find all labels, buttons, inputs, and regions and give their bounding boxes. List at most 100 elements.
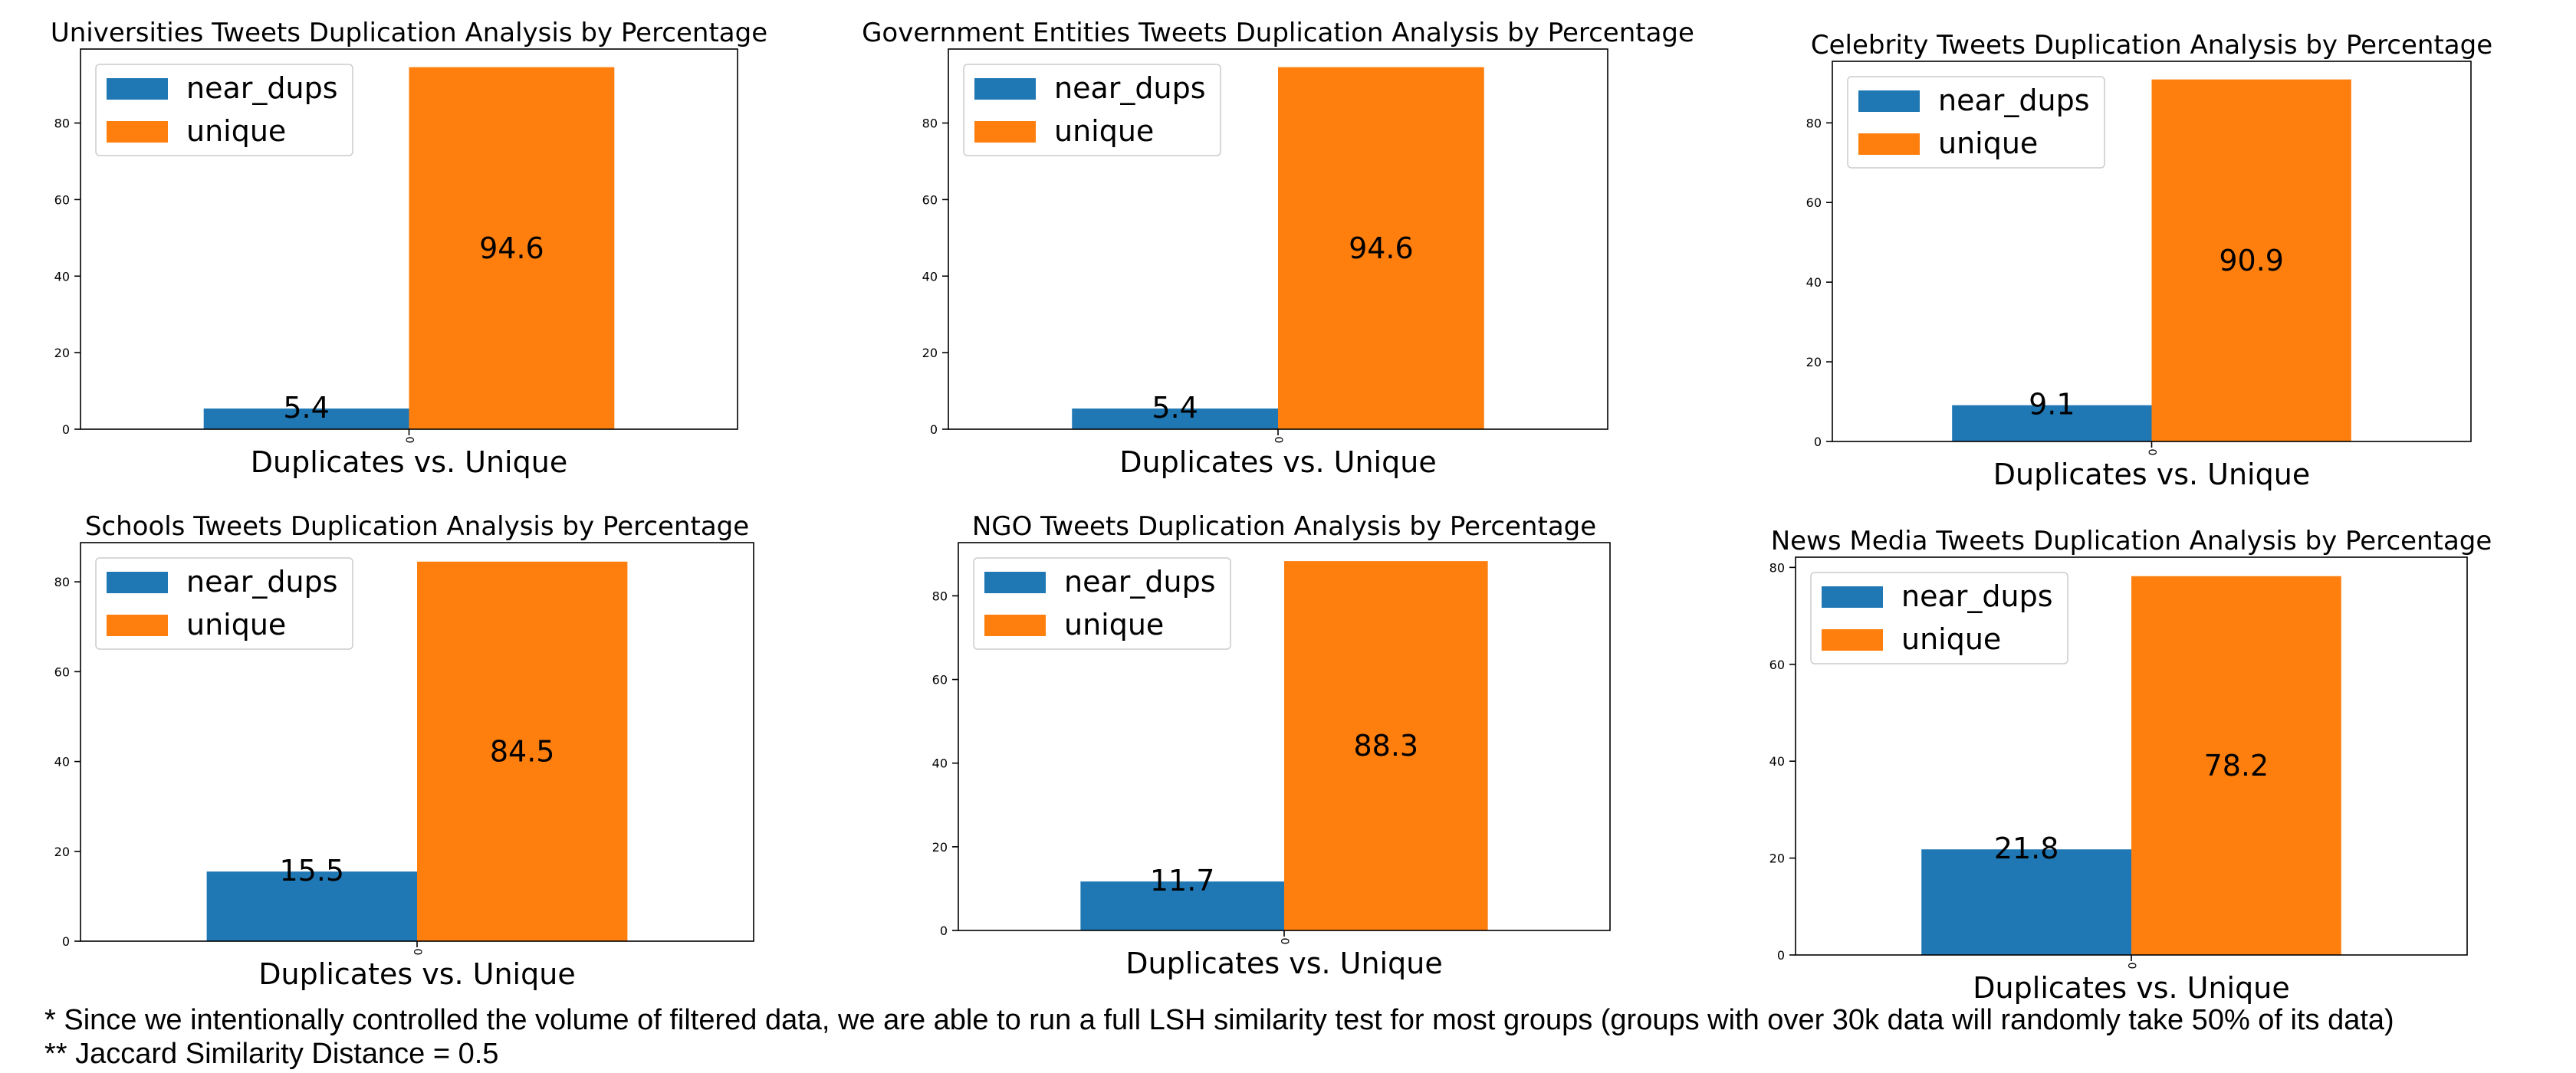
y-tick-label: 0 <box>62 934 70 949</box>
y-tick-label: 60 <box>1769 658 1785 672</box>
chart-panel-4: NGO Tweets Duplication Analysis by Perce… <box>932 511 1611 980</box>
y-tick-label: 20 <box>922 346 938 360</box>
y-tick-label: 60 <box>54 664 70 679</box>
data-label-near_dups: 5.4 <box>283 391 329 425</box>
bar-near_dups <box>1952 405 2152 441</box>
y-tick-label: 0 <box>1777 948 1785 963</box>
y-tick-label: 80 <box>1769 560 1785 575</box>
chart-title: Universities Tweets Duplication Analysis… <box>51 18 767 48</box>
y-tick-label: 0 <box>930 422 938 437</box>
y-tick-label: 60 <box>932 673 948 687</box>
y-tick-label: 20 <box>1806 355 1822 369</box>
x-axis-label: Duplicates vs. Unique <box>1993 458 2310 491</box>
chart-title: News Media Tweets Duplication Analysis b… <box>1771 526 2492 556</box>
legend-swatch-near_dups <box>1822 586 1883 608</box>
y-tick-label: 40 <box>1806 275 1822 290</box>
footnote-lsh: * Since we intentionally controlled the … <box>44 1004 2394 1036</box>
chart-panel-3: Schools Tweets Duplication Analysis by P… <box>54 511 754 991</box>
bar-near_dups <box>206 871 417 941</box>
y-tick-label: 80 <box>54 116 70 131</box>
legend-swatch-near_dups <box>974 78 1036 100</box>
x-tick-label: 0 <box>1272 437 1284 444</box>
chart-panel-1: Government Entities Tweets Duplication A… <box>862 18 1694 479</box>
x-tick-label: 0 <box>2146 449 2158 456</box>
data-label-unique: 88.3 <box>1354 729 1419 763</box>
legend-label-near_dups: near_dups <box>186 565 338 599</box>
x-axis-label: Duplicates vs. Unique <box>258 957 575 991</box>
legend-swatch-unique <box>107 615 168 636</box>
legend-swatch-near_dups <box>984 572 1046 593</box>
data-label-unique: 90.9 <box>2219 244 2284 277</box>
legend-label-near_dups: near_dups <box>1901 579 2053 613</box>
y-tick-label: 20 <box>932 840 948 855</box>
x-tick-label: 0 <box>411 949 423 956</box>
legend-label-unique: unique <box>186 608 286 642</box>
y-tick-label: 40 <box>54 755 70 769</box>
y-tick-label: 40 <box>1769 754 1785 769</box>
bar-near_dups <box>1072 409 1278 429</box>
legend-label-unique: unique <box>1938 126 2038 160</box>
bar-unique <box>409 67 615 429</box>
data-label-unique: 94.6 <box>479 231 544 265</box>
chart-title: Schools Tweets Duplication Analysis by P… <box>85 511 749 542</box>
legend-label-near_dups: near_dups <box>1938 84 2090 117</box>
y-tick-label: 80 <box>54 575 70 589</box>
bar-unique <box>1278 67 1484 429</box>
chart-panel-0: Universities Tweets Duplication Analysis… <box>51 18 767 479</box>
y-tick-label: 60 <box>54 192 70 207</box>
x-tick-label: 0 <box>403 437 416 444</box>
legend-label-unique: unique <box>1901 622 2001 656</box>
x-axis-label: Duplicates vs. Unique <box>1119 445 1436 479</box>
bar-near_dups <box>203 409 409 429</box>
legend-label-unique: unique <box>186 114 286 148</box>
y-tick-label: 20 <box>54 845 70 859</box>
bar-near_dups <box>1921 849 2131 955</box>
bar-near_dups <box>1080 881 1284 930</box>
data-label-unique: 78.2 <box>2204 749 2269 783</box>
y-tick-label: 40 <box>54 269 70 284</box>
y-tick-label: 0 <box>62 422 70 437</box>
bar-unique <box>1284 561 1488 930</box>
data-label-unique: 84.5 <box>490 734 555 768</box>
y-tick-label: 80 <box>932 589 948 603</box>
legend-swatch-unique <box>107 121 168 143</box>
x-axis-label: Duplicates vs. Unique <box>1973 971 2289 1005</box>
data-label-near_dups: 5.4 <box>1152 391 1198 425</box>
legend-swatch-unique <box>1822 629 1883 651</box>
legend-swatch-unique <box>1858 133 1920 155</box>
data-label-near_dups: 9.1 <box>2029 388 2075 422</box>
y-tick-label: 40 <box>932 756 948 771</box>
chart-panel-2: Celebrity Tweets Duplication Analysis by… <box>1806 30 2492 491</box>
y-tick-label: 60 <box>922 192 938 207</box>
legend-swatch-unique <box>984 615 1046 636</box>
chart-panel-5: News Media Tweets Duplication Analysis b… <box>1769 526 2492 1005</box>
data-label-near_dups: 15.5 <box>280 854 345 888</box>
y-tick-label: 40 <box>922 269 938 284</box>
bar-unique <box>417 561 628 941</box>
data-label-near_dups: 21.8 <box>1994 832 2059 865</box>
legend-swatch-near_dups <box>107 572 168 593</box>
y-tick-label: 80 <box>922 116 938 131</box>
legend-label-near_dups: near_dups <box>186 71 338 105</box>
footnote-jaccard: ** Jaccard Similarity Distance = 0.5 <box>44 1038 499 1070</box>
legend-swatch-near_dups <box>107 78 168 100</box>
chart-title: Government Entities Tweets Duplication A… <box>862 18 1694 48</box>
legend-swatch-near_dups <box>1858 90 1920 112</box>
y-tick-label: 60 <box>1806 195 1822 210</box>
legend-label-unique: unique <box>1064 608 1164 642</box>
chart-title: Celebrity Tweets Duplication Analysis by… <box>1811 30 2492 61</box>
y-tick-label: 0 <box>940 924 948 938</box>
y-tick-label: 80 <box>1806 116 1822 130</box>
legend-label-unique: unique <box>1054 114 1154 148</box>
y-tick-label: 20 <box>54 346 70 360</box>
bar-unique <box>2151 79 2351 441</box>
legend-swatch-unique <box>974 121 1036 143</box>
x-axis-label: Duplicates vs. Unique <box>251 445 567 479</box>
data-label-near_dups: 11.7 <box>1150 864 1215 897</box>
y-tick-label: 0 <box>1814 435 1822 449</box>
legend-label-near_dups: near_dups <box>1054 71 1206 105</box>
bar-unique <box>2131 576 2341 955</box>
x-tick-label: 0 <box>1278 938 1290 945</box>
x-axis-label: Duplicates vs. Unique <box>1125 947 1442 980</box>
